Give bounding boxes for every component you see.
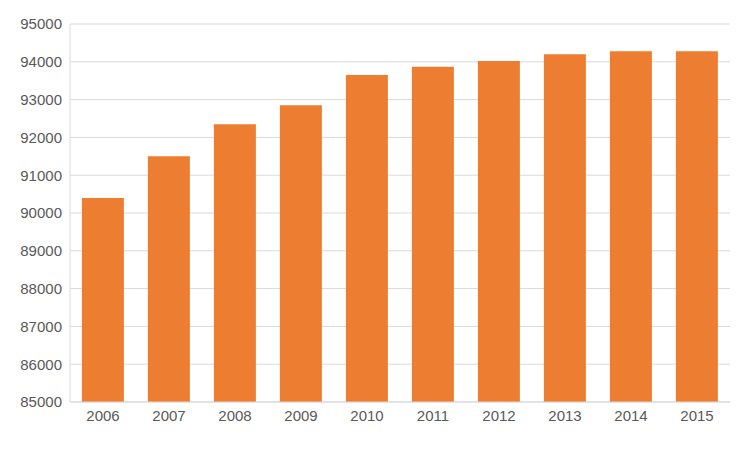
svg-text:89000: 89000	[20, 242, 62, 259]
svg-text:94000: 94000	[20, 53, 62, 70]
svg-text:2008: 2008	[218, 407, 251, 424]
svg-text:92000: 92000	[20, 129, 62, 146]
svg-text:86000: 86000	[20, 356, 62, 373]
svg-text:90000: 90000	[20, 204, 62, 221]
svg-text:2015: 2015	[680, 407, 713, 424]
svg-text:85000: 85000	[20, 393, 62, 410]
svg-text:95000: 95000	[20, 15, 62, 32]
svg-text:2014: 2014	[614, 407, 647, 424]
svg-text:93000: 93000	[20, 91, 62, 108]
svg-text:2012: 2012	[482, 407, 515, 424]
svg-text:2013: 2013	[548, 407, 581, 424]
svg-text:2006: 2006	[86, 407, 119, 424]
svg-text:2010: 2010	[350, 407, 383, 424]
svg-text:91000: 91000	[20, 167, 62, 184]
svg-text:87000: 87000	[20, 318, 62, 335]
svg-text:88000: 88000	[20, 280, 62, 297]
svg-text:2011: 2011	[417, 407, 449, 424]
svg-text:2007: 2007	[152, 407, 185, 424]
svg-text:2009: 2009	[284, 407, 317, 424]
